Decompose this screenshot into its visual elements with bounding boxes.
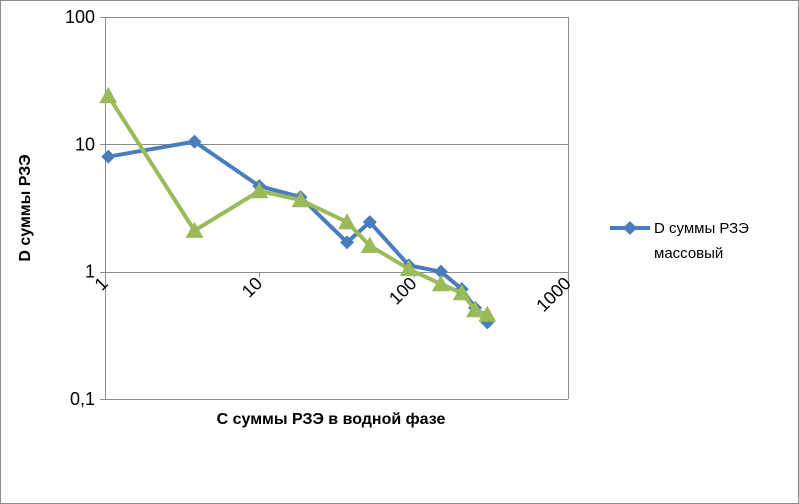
series-1-point: [433, 264, 448, 279]
series-2-point: [291, 191, 310, 208]
x-tick-label: 10: [238, 273, 266, 301]
series-2-point: [250, 182, 269, 199]
gridlines: [105, 17, 568, 400]
y-tick-label: 100: [65, 7, 95, 27]
series-2-point: [399, 259, 418, 277]
y-tick-label: 10: [75, 134, 95, 154]
x-axis-label: С суммы РЗЭ в водной фазе: [217, 411, 446, 428]
series-2-point: [431, 275, 450, 292]
legend: D суммы РЗЭ массовый: [610, 220, 749, 262]
legend-swatch-marker: [623, 221, 637, 235]
legend-label: D суммы РЗЭ: [654, 220, 749, 237]
series-1-line: [107, 139, 489, 324]
series-2-point: [478, 305, 497, 322]
series-1-point: [340, 235, 355, 250]
series-2-point: [338, 213, 357, 230]
y-tick-label: 1: [85, 262, 95, 282]
series-1-point: [362, 215, 377, 230]
series-2: [99, 86, 497, 322]
series-1-point: [187, 134, 202, 149]
x-tick-label: 1: [91, 273, 112, 294]
series-2-point: [185, 221, 204, 238]
y-axis-label: D суммы РЗЭ: [17, 154, 34, 261]
series-1: [101, 134, 495, 330]
series-2-point: [452, 283, 471, 301]
series-1-point: [101, 149, 116, 164]
series-2-point: [99, 86, 118, 104]
series-2-point: [360, 236, 379, 253]
y-tick-label: 0,1: [70, 389, 95, 409]
x-tick-label: 100: [385, 273, 420, 308]
legend-label: массовый: [654, 245, 723, 262]
series-layer: [99, 86, 497, 330]
axes: [100, 17, 569, 400]
series-2-point: [466, 300, 485, 318]
